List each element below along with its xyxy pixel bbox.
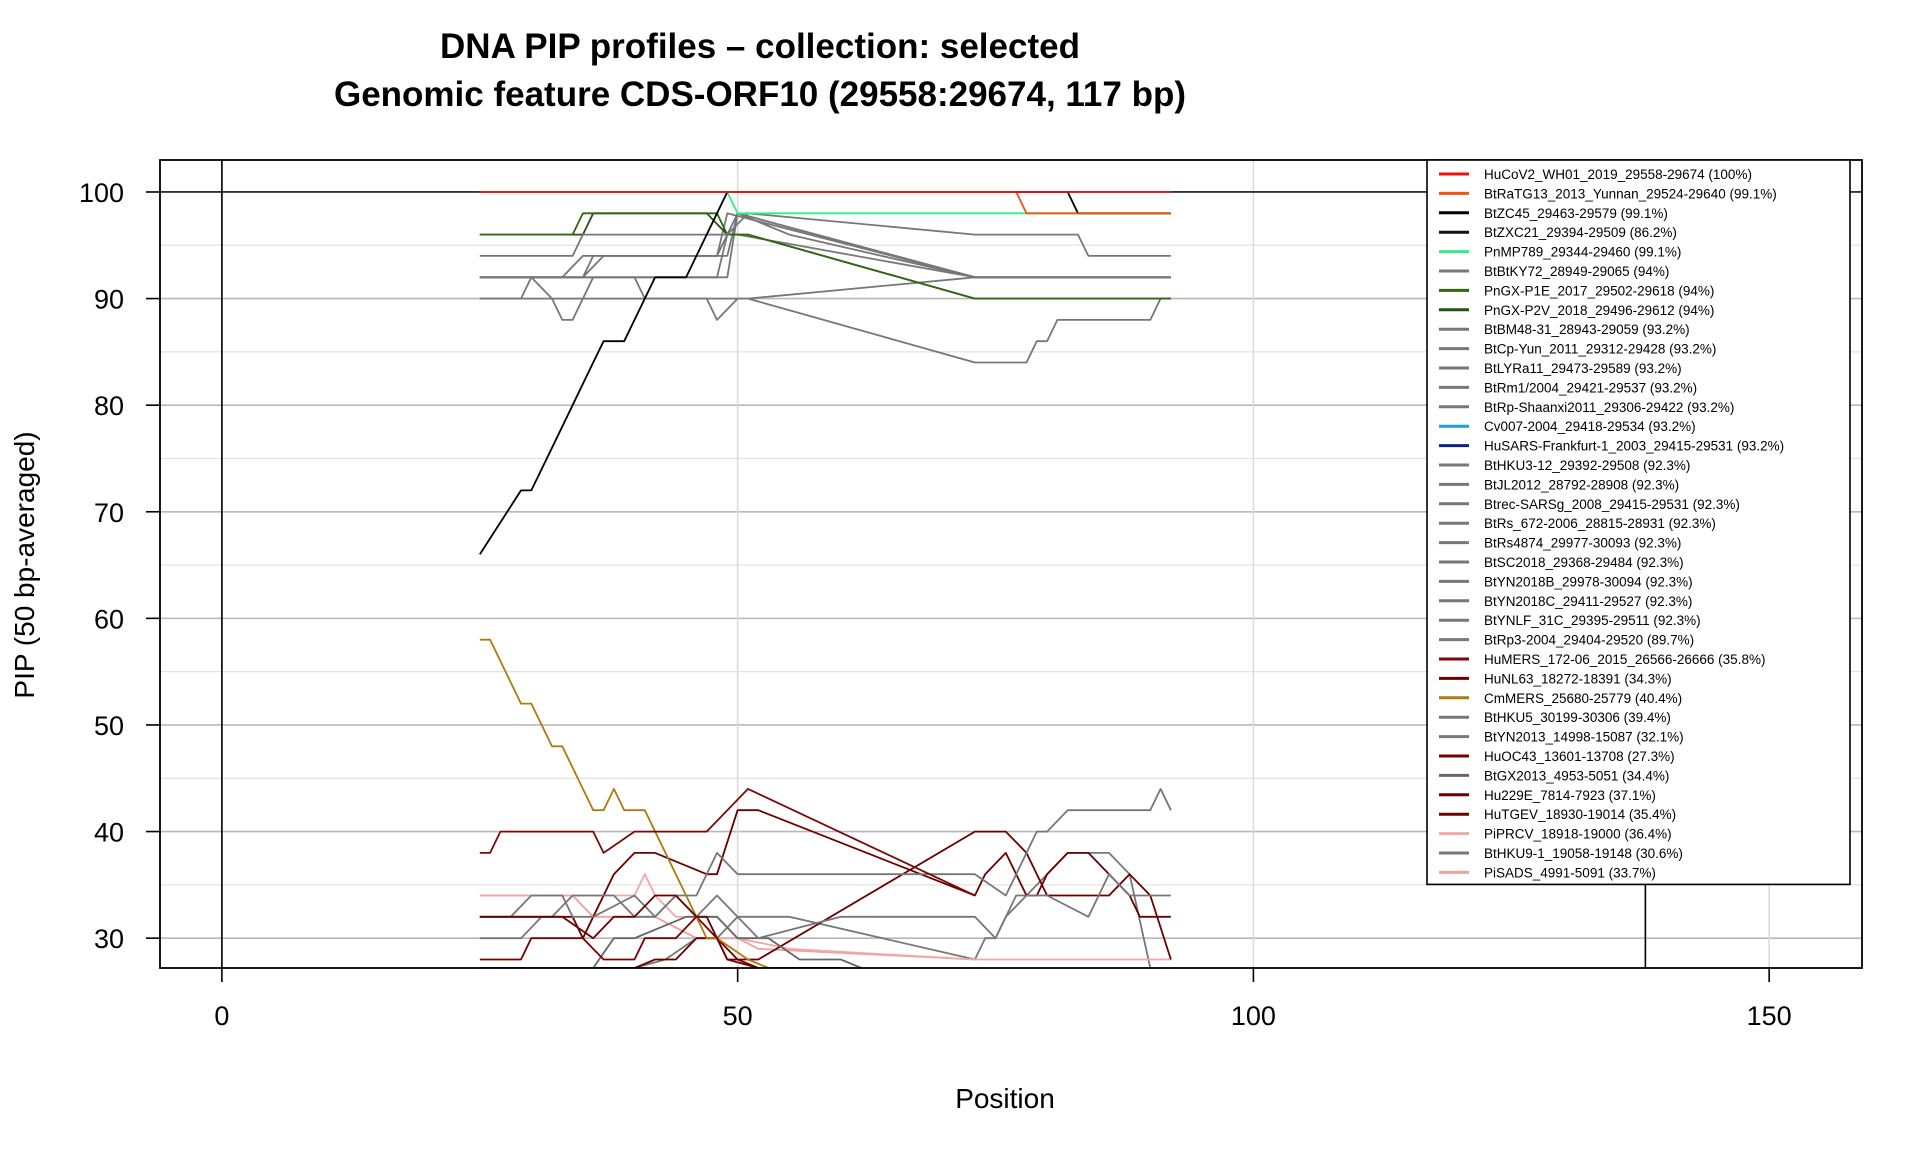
series-line [479,873,1171,940]
series-line [479,212,1171,279]
legend-entry: BtYN2018C_29411-29527 (92.3%) [1484,594,1692,609]
legend-entry: PiSADS_4991-5091 (33.7%) [1484,865,1656,880]
legend-entry: BtYNLF_31C_29395-29511 (92.3%) [1484,613,1701,628]
legend-entry: BtYN2018B_29978-30094 (92.3%) [1484,574,1693,589]
legend-entry: HuSARS-Frankfurt-1_2003_29415-29531 (93.… [1484,439,1784,454]
series-line [479,191,1171,215]
x-tick-label: 50 [723,1001,753,1031]
legend-entry: PnMP789_29344-29460 (99.1%) [1484,245,1681,260]
legend-entry: BtSC2018_29368-29484 (92.3%) [1484,555,1684,570]
y-tick-label: 40 [94,818,124,848]
y-tick-label: 70 [94,498,124,528]
chart-subtitle: Genomic feature CDS-ORF10 (29558:29674, … [334,75,1186,114]
x-tick-label: 150 [1747,1001,1792,1031]
legend-entry: HuNL63_18272-18391 (34.3%) [1484,671,1672,686]
legend-entry: BtRp-Shaanxi2011_29306-29422 (93.2%) [1484,400,1734,415]
legend-entry: BtGX2013_4953-5051 (34.4%) [1484,768,1669,783]
series-line [479,788,1172,918]
legend-entry: PnGX-P2V_2018_29496-29612 (94%) [1484,303,1714,318]
legend-entry: PiPRCV_18918-19000 (36.4%) [1484,827,1672,842]
legend-entry: HuCoV2_WH01_2019_29558-29674 (100%) [1484,167,1752,182]
plot-frame [159,159,1863,969]
legend-entry: BtRm1/2004_29421-29537 (93.2%) [1484,380,1697,395]
legend-entry: BtHKU9-1_19058-19148 (30.6%) [1484,846,1683,861]
y-tick-label: 90 [94,285,124,315]
series-line [479,894,841,968]
legend: HuCoV2_WH01_2019_29558-29674 (100%) BtRaT… [1426,159,1851,886]
legend-entry: BtRp3-2004_29404-29520 (89.7%) [1484,633,1694,648]
x-tick-label: 100 [1231,1001,1276,1031]
legend-entry: BtHKU3-12_29392-29508 (92.3%) [1484,458,1690,473]
series-line [479,638,769,968]
series-line [479,191,1171,215]
legend-entry: BtRs4874_29977-30093 (92.3%) [1484,536,1681,551]
legend-entry: BtRs_672-2006_28815-28931 (92.3%) [1484,516,1716,531]
x-axis: 0 50 100 150 [214,968,1792,1031]
legend-entry: Cv007-2004_29418-29534 (93.2%) [1484,419,1696,434]
series-line [479,915,862,968]
legend-entry: Btrec-SARSg_2008_29415-29531 (92.3%) [1484,497,1740,512]
legend-entry: BtBtKY72_28949-29065 (94%) [1484,264,1669,279]
series-line [479,212,1171,257]
series-line [479,809,1171,940]
legend-entry: BtYN2013_14998-15087 (32.1%) [1484,730,1684,745]
legend-entry: CmMERS_25680-25779 (40.4%) [1484,691,1682,706]
legend-entry: HuOC43_13601-13708 (27.3%) [1484,749,1675,764]
legend-entry: BtHKU5_30199-30306 (39.4%) [1484,710,1671,725]
y-axis: 30 40 50 60 70 80 90 100 [79,178,160,954]
chart-title: DNA PIP profiles – collection: selected [440,27,1080,66]
y-tick-label: 50 [94,711,124,741]
legend-entry: BtZXC21_29394-29509 (86.2%) [1484,225,1677,240]
x-tick-label: 0 [214,1001,229,1031]
series-line [479,788,976,897]
legend-entry: BtLYRa11_29473-29589 (93.2%) [1484,361,1682,376]
legend-entry: HuMERS_172-06_2015_26566-26666 (35.8%) [1484,652,1765,667]
series-group [479,191,1172,968]
series-line [479,297,1171,364]
legend-entry: BtRaTG13_2013_Yunnan_29524-29640 (99.1%) [1484,186,1777,201]
x-axis-label: Position [955,1083,1055,1114]
legend-entry: BtBM48-31_28943-29059 (93.2%) [1484,322,1690,337]
series-line [479,894,975,961]
legend-entry: BtZC45_29463-29579 (99.1%) [1484,206,1668,221]
legend-entry: BtCp-Yun_2011_29312-29428 (93.2%) [1484,342,1716,357]
y-axis-label: PIP (50 bp-averaged) [9,431,40,698]
legend-box [1426,159,1851,886]
y-tick-label: 30 [94,924,124,954]
legend-entry: HuTGEV_18930-19014 (35.4%) [1484,807,1676,822]
legend-entry: PnGX-P1E_2017_29502-29618 (94%) [1484,283,1714,298]
legend-entry: Hu229E_7814-7923 (37.1%) [1484,788,1656,803]
series-line [479,191,1171,555]
legend-entry: BtJL2012_28792-28908 (92.3%) [1484,477,1679,492]
y-tick-label: 80 [94,391,124,421]
series-line [479,830,1172,968]
y-tick-label: 60 [94,604,124,634]
y-tick-label: 100 [79,178,124,208]
